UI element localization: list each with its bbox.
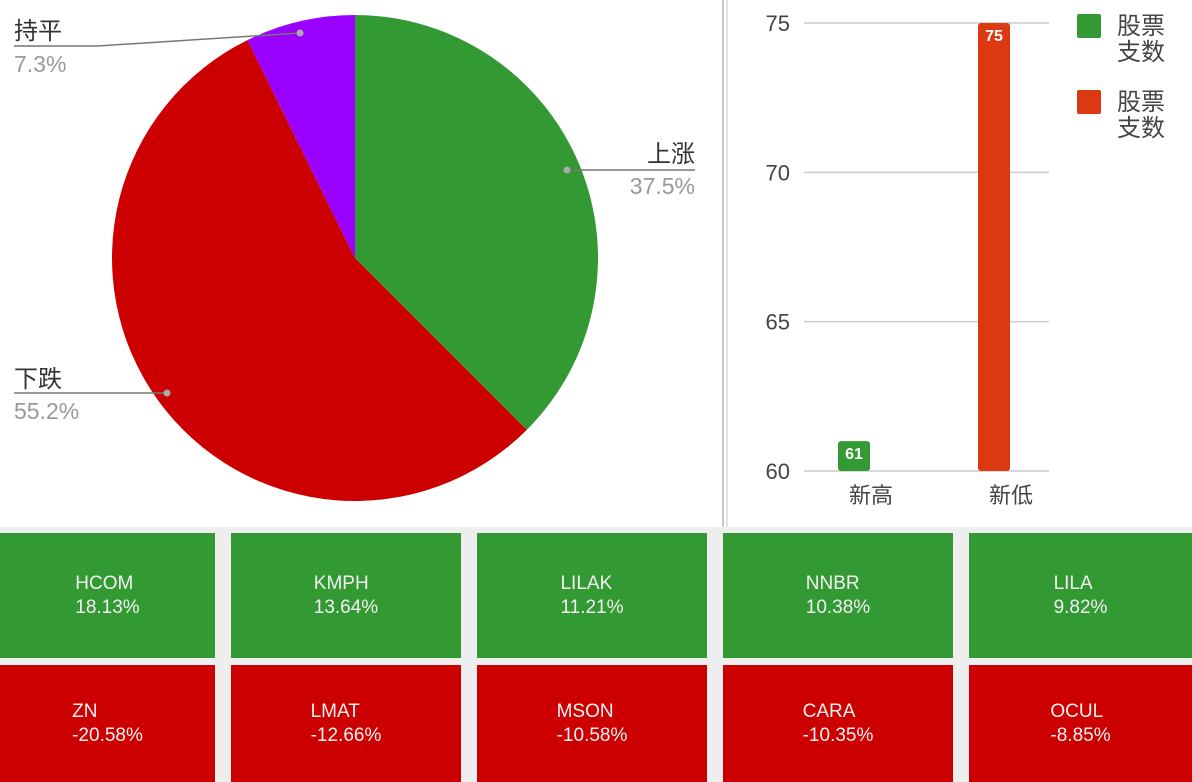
stock-symbol: ZN <box>72 700 98 722</box>
legend-label: 股票支数 <box>1117 88 1165 142</box>
stock-symbol: LILAK <box>560 572 613 594</box>
y-tick-label: 65 <box>766 310 790 335</box>
pie-leader-line <box>96 32 301 47</box>
pie-label: 下跌 <box>14 365 62 393</box>
bar-data-label: 75 <box>985 28 1003 45</box>
stock-change: 10.38% <box>805 596 871 618</box>
stock-tile-kmph[interactable]: KMPH 13.64% <box>231 533 461 658</box>
bar-1 <box>978 23 1010 471</box>
stock-change: 13.64% <box>313 596 379 618</box>
y-tick-label: 75 <box>766 11 790 36</box>
stock-symbol: HCOM <box>75 572 134 594</box>
stock-symbol: KMPH <box>313 572 369 594</box>
movers-grid: HCOM 18.13% KMPH 13.64% LILAK 11.21% NNBR 10.38… <box>0 527 1192 782</box>
stock-tile-zn[interactable]: ZN -20.58% <box>0 665 215 782</box>
stock-tile-lilak[interactable]: LILAK 11.21% <box>477 533 707 658</box>
stock-tile-nnbr[interactable]: NNBR 10.38% <box>723 533 953 658</box>
pie-leader-dot <box>563 166 571 174</box>
tile-text: LILAK 11.21% <box>560 572 623 620</box>
bar-0 <box>838 441 870 471</box>
stock-tile-lila[interactable]: LILA 9.82% <box>969 533 1192 658</box>
tile-text: LILA 9.82% <box>1054 572 1108 620</box>
pie-label: 持平 <box>14 17 62 45</box>
pie-slice <box>111 40 527 502</box>
stock-change: -10.35% <box>802 724 874 746</box>
stock-tile-cara[interactable]: CARA -10.35% <box>723 665 953 782</box>
pie-slice <box>355 15 598 430</box>
stock-change: -12.66% <box>310 724 382 746</box>
stock-tile-lmat[interactable]: LMAT -12.66% <box>231 665 461 782</box>
pie-value-label: 37.5% <box>630 173 695 199</box>
tile-text: MSON -10.58% <box>557 700 628 748</box>
tile-text: CARA -10.35% <box>803 700 874 748</box>
legend-swatch <box>1077 90 1101 114</box>
stock-symbol: MSON <box>556 700 614 722</box>
tile-text: LMAT -12.66% <box>311 700 382 748</box>
x-tick-label: 新低 <box>989 484 1033 509</box>
stock-symbol: NNBR <box>805 572 860 594</box>
stock-symbol: LILA <box>1053 572 1093 594</box>
pie-slice <box>247 15 355 258</box>
stock-tile-ocul[interactable]: OCUL -8.85% <box>969 665 1192 782</box>
legend-swatch <box>1077 14 1101 38</box>
stock-symbol: OCUL <box>1050 700 1104 722</box>
stock-change: 18.13% <box>75 596 140 618</box>
stock-tile-mson[interactable]: MSON -10.58% <box>477 665 707 782</box>
x-tick-label: 新高 <box>849 484 893 509</box>
y-tick-label: 60 <box>766 459 790 484</box>
stock-change: -20.58% <box>72 724 143 746</box>
tile-text: OCUL -8.85% <box>1050 700 1110 748</box>
pie-label: 上涨 <box>647 140 695 168</box>
tile-text: NNBR 10.38% <box>806 572 870 620</box>
bar-chart: 60 65 70 75 61 新高 75 新低 <box>766 11 1101 509</box>
stock-symbol: CARA <box>802 700 856 722</box>
stock-change: 9.82% <box>1053 596 1108 618</box>
pie-value-label: 7.3% <box>14 51 66 77</box>
y-tick-label: 70 <box>766 160 790 185</box>
stock-change: 11.21% <box>560 596 624 618</box>
bar-data-label: 61 <box>845 446 863 463</box>
tile-text: ZN -20.58% <box>72 700 143 748</box>
stock-change: -8.85% <box>1050 724 1111 746</box>
stock-change: -10.58% <box>556 724 628 746</box>
charts-area: 上涨 37.5% 下跌 55.2% 持平 7.3% 60 65 70 75 61 新高 75 新低 <box>14 0 1101 527</box>
stock-tile-hcom[interactable]: HCOM 18.13% <box>0 533 215 658</box>
stock-symbol: LMAT <box>310 700 360 722</box>
pie-value-label: 55.2% <box>14 398 79 424</box>
legend-label: 股票支数 <box>1117 12 1165 66</box>
tile-text: KMPH 13.64% <box>314 572 378 620</box>
pie-chart: 上涨 37.5% 下跌 55.2% 持平 7.3% <box>14 15 695 502</box>
pie-leader-dot <box>163 389 171 397</box>
pie-leader-dot <box>296 29 304 37</box>
tile-text: HCOM 18.13% <box>75 572 139 620</box>
